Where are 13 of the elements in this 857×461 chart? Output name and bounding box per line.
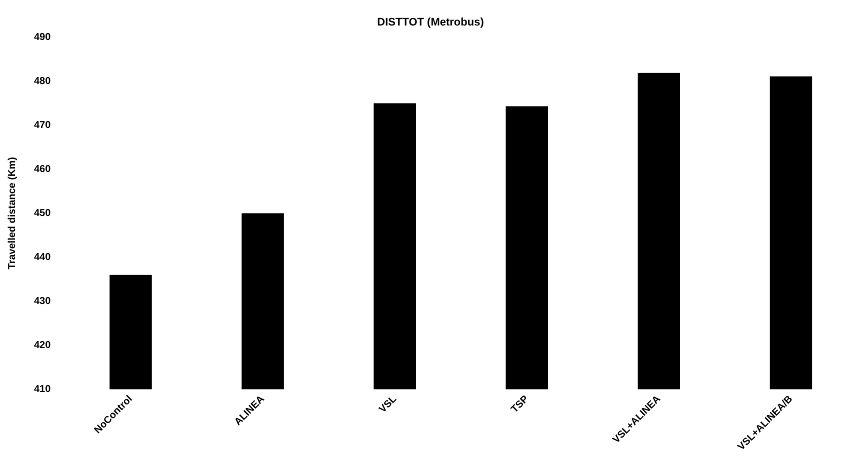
- y-tick-label: 480: [34, 76, 52, 87]
- chart-title: DISTTOT (Metrobus): [377, 16, 484, 29]
- y-tick-label: 440: [34, 252, 52, 263]
- y-tick-label: 430: [34, 296, 52, 307]
- x-tick-label: VSL: [377, 394, 399, 416]
- y-tick-label: 490: [34, 32, 52, 43]
- y-tick-label: 470: [34, 120, 52, 131]
- y-tick-label: 420: [34, 340, 52, 351]
- y-tick-label: 410: [34, 384, 52, 395]
- x-tick-label: TSP: [509, 394, 532, 416]
- y-axis-title: Travelled distance (Km): [6, 157, 18, 270]
- y-tick-label: 460: [34, 164, 52, 175]
- y-tick-label: 450: [34, 208, 52, 219]
